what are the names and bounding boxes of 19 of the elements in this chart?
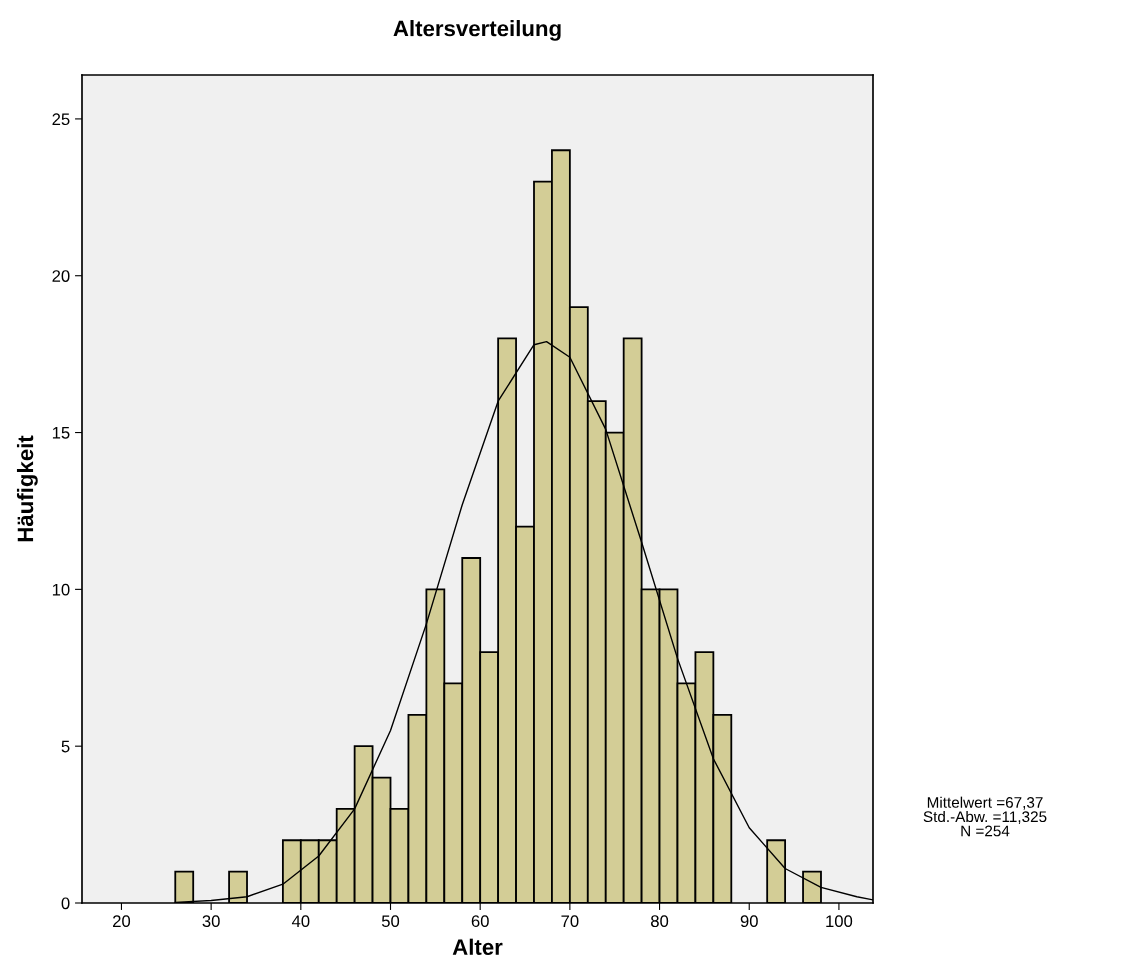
y-tick-label: 15 bbox=[52, 427, 70, 439]
x-tick-label: 60 bbox=[471, 915, 489, 928]
y-axis-title: Häufigkeit bbox=[16, 435, 38, 542]
text: Mittelwert =67,37 Std.-Abw. =11,325 N =254 bbox=[923, 796, 1047, 837]
x-tick-label: 30 bbox=[202, 915, 220, 928]
x-tick-label: 50 bbox=[381, 915, 400, 928]
y-tick-label: 20 bbox=[52, 270, 70, 282]
x-tick-label: 90 bbox=[740, 915, 758, 928]
y-tick-label: 25 bbox=[52, 113, 70, 126]
chart-title: Altersverteilung bbox=[393, 20, 561, 41]
x-tick-label: 40 bbox=[291, 915, 310, 928]
x-tick-label: 20 bbox=[113, 915, 131, 928]
x-axis-title: Alter bbox=[452, 938, 503, 955]
x-tick-label: 100 bbox=[826, 915, 853, 928]
x-tick-label: 70 bbox=[561, 915, 579, 928]
y-tick-label: 10 bbox=[52, 583, 70, 596]
y-tick-label: 0 bbox=[61, 897, 70, 910]
y-tick-label: 5 bbox=[61, 740, 70, 753]
x-tick-label: 80 bbox=[651, 915, 669, 928]
